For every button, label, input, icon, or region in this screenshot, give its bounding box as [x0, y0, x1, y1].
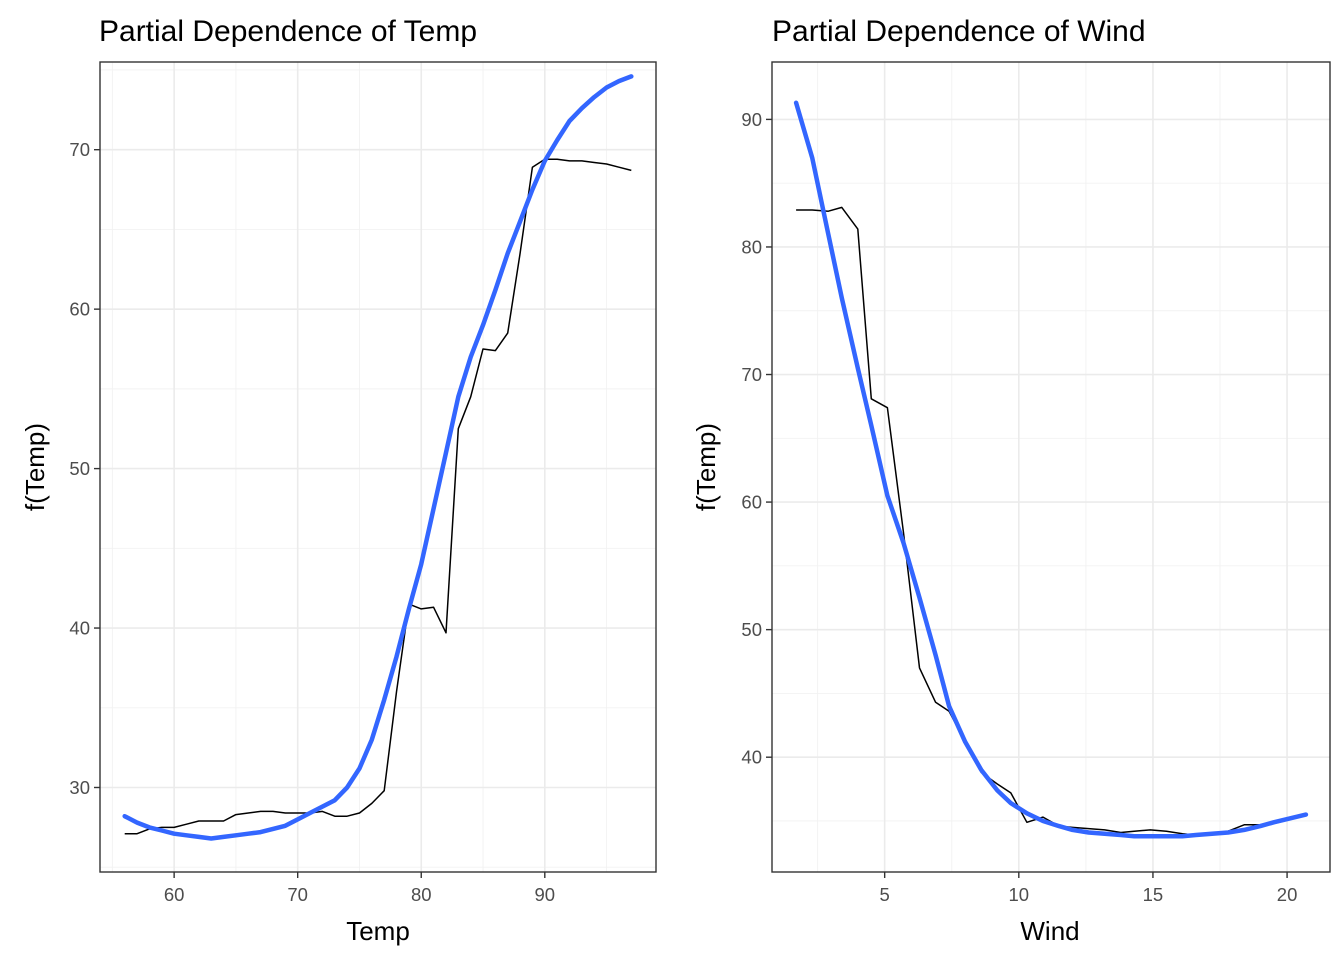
- x-tick-label: 10: [1009, 884, 1030, 905]
- y-tick-label: 70: [741, 364, 762, 385]
- plot-frame: [99, 61, 657, 873]
- y-tick-label: 90: [741, 109, 762, 130]
- axes: 5 10 15 20 40 50 60 70 80 90: [741, 109, 1297, 905]
- grid: [772, 62, 1330, 872]
- x-tick-label: 80: [411, 884, 432, 905]
- y-tick-label: 40: [741, 747, 762, 768]
- series-group: [793, 100, 1309, 839]
- x-tick-label: 90: [535, 884, 556, 905]
- panel-temp: Partial Dependence of Temp 60 70 80 90 30 40 5…: [20, 15, 657, 946]
- partial-dependence-line: [796, 206, 1307, 836]
- partial-dependence-line: [124, 158, 632, 835]
- y-tick-label: 40: [69, 618, 90, 639]
- y-tick-label: 70: [69, 139, 90, 160]
- y-tick-label: 50: [741, 619, 762, 640]
- x-axis-title: Wind: [1020, 916, 1079, 946]
- x-tick-label: 5: [880, 884, 890, 905]
- y-tick-label: 50: [69, 458, 90, 479]
- y-tick-label: 60: [69, 299, 90, 320]
- axes: 60 70 80 90 30 40 50 60 70: [69, 139, 555, 905]
- panel-title: Partial Dependence of Temp: [99, 15, 477, 48]
- y-tick-label: 30: [69, 777, 90, 798]
- y-tick-label: 60: [741, 492, 762, 513]
- smooth-fit-line: [122, 74, 634, 841]
- grid: [100, 62, 656, 872]
- x-tick-label: 70: [287, 884, 308, 905]
- panel-wind: Partial Dependence of Wind 5 10 15 20 40 50 60…: [691, 15, 1331, 946]
- y-tick-label: 80: [741, 236, 762, 257]
- x-tick-label: 15: [1143, 884, 1164, 905]
- x-tick-label: 60: [164, 884, 185, 905]
- y-axis-title: f(Temp): [691, 423, 721, 511]
- x-axis-title: Temp: [346, 916, 410, 946]
- smooth-fit-line: [793, 100, 1309, 839]
- plot-frame: [771, 61, 1331, 873]
- x-tick-label: 20: [1277, 884, 1298, 905]
- panel-title: Partial Dependence of Wind: [772, 15, 1146, 48]
- y-axis-title: f(Temp): [20, 423, 50, 511]
- series-group: [122, 74, 634, 841]
